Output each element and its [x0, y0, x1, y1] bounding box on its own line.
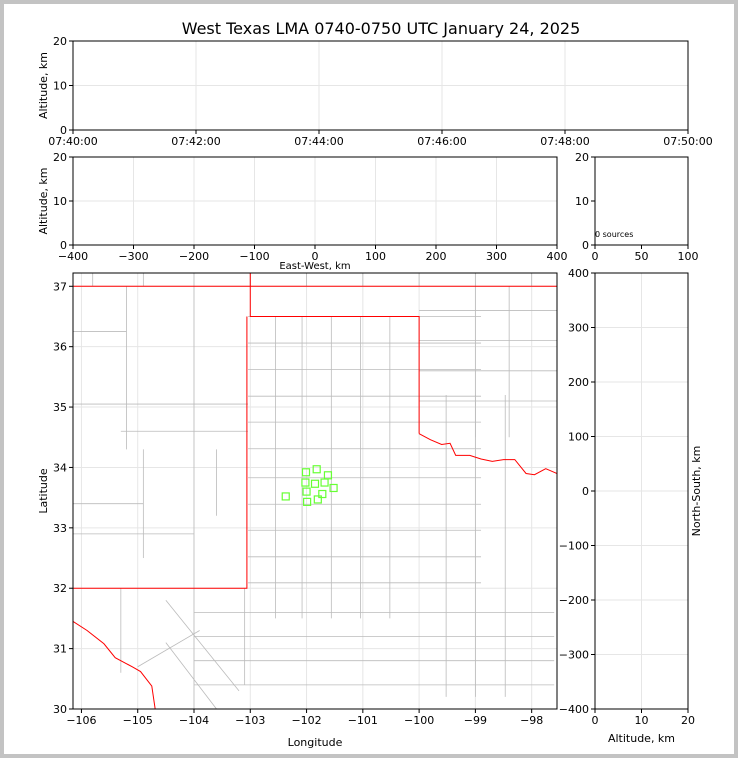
county-line — [165, 642, 217, 709]
ew-ytick-label: 10 — [53, 195, 67, 208]
time-ylabel: Altitude, km — [37, 52, 50, 119]
time-xtick-label: 07:48:00 — [540, 135, 589, 148]
hist-xtick-label: 50 — [635, 250, 649, 263]
source-histogram-panel: 0 sources 0 50 100 0 10 20 — [575, 151, 699, 263]
source-point — [310, 479, 320, 488]
map-xtick-label: −105 — [123, 714, 153, 727]
state-boundary — [73, 316, 248, 589]
map-ytick-label: 31 — [53, 643, 67, 656]
map-ytick-label: 35 — [53, 401, 67, 414]
source-point — [312, 465, 321, 474]
ew-xtick-label: 200 — [426, 250, 447, 263]
map-ytick-label: 30 — [53, 703, 67, 716]
ns-ytick-label: 300 — [568, 322, 589, 335]
map-ytick-label: 36 — [53, 341, 67, 354]
ew-xtick-label: 0 — [312, 250, 319, 263]
ns-ytick-label: 100 — [568, 431, 589, 444]
ns-ytick-label: −300 — [559, 649, 589, 662]
map-xtick-label: −101 — [348, 714, 378, 727]
ew-xlabel: East-West, km — [279, 261, 350, 272]
ns-xlabel: Altitude, km — [608, 732, 675, 745]
time-xtick-label: 07:44:00 — [294, 135, 343, 148]
source-point — [301, 468, 311, 477]
source-point — [318, 489, 327, 499]
ew-xtick-label: 300 — [486, 250, 507, 263]
map-xtick-label: −98 — [520, 714, 543, 727]
time-xtick-label: 07:42:00 — [171, 135, 220, 148]
state-boundary — [249, 273, 420, 434]
ns-xtick-label: 20 — [681, 714, 695, 727]
hist-xtick-label: 100 — [678, 250, 699, 263]
source-point — [320, 478, 329, 487]
lma-figure: West Texas LMA 0740-0750 UTC January 24,… — [37, 19, 713, 749]
time-height-panel: 07:40:00 07:42:00 07:44:00 07:46:00 07:48:00… — [37, 35, 713, 148]
map-xtick-label: −104 — [179, 714, 209, 727]
source-point — [301, 478, 310, 487]
source-point — [302, 487, 311, 496]
state-boundaries — [73, 273, 557, 709]
map-ytick-label: 37 — [53, 280, 67, 293]
county-line — [165, 600, 240, 692]
map-ylabel: Latitude — [37, 468, 50, 514]
source-point — [281, 492, 290, 501]
ew-xtick-label: −300 — [118, 250, 148, 263]
figure-frame: West Texas LMA 0740-0750 UTC January 24,… — [4, 4, 734, 754]
ns-ytick-label: −200 — [559, 594, 589, 607]
ew-xtick-label: 100 — [365, 250, 386, 263]
map-xlabel: Longitude — [288, 736, 343, 749]
time-xtick-label: 07:46:00 — [417, 135, 466, 148]
ns-ytick-label: −400 — [559, 703, 589, 716]
map-ytick-label: 32 — [53, 582, 67, 595]
ns-ytick-label: 0 — [582, 485, 589, 498]
ew-height-panel: −400 −300 −200 −100 0 100 200 300 400 0 10 20Altitu… — [37, 151, 568, 272]
time-xtick-label: 07:50:00 — [663, 135, 712, 148]
hist-ytick-label: 20 — [575, 151, 589, 164]
map-xtick-label: −106 — [66, 714, 96, 727]
ns-xtick-label: 10 — [635, 714, 649, 727]
map-content — [73, 273, 557, 709]
ns-ylabel: North-South, km — [690, 446, 703, 537]
map-xtick-label: −102 — [291, 714, 321, 727]
time-ytick-label: 20 — [53, 35, 67, 48]
state-boundary — [418, 433, 557, 476]
ns-ytick-label: −100 — [559, 540, 589, 553]
ew-ylabel: Altitude, km — [37, 167, 50, 234]
lightning-sources — [281, 465, 338, 506]
hist-ytick-label: 10 — [575, 195, 589, 208]
time-ytick-label: 10 — [53, 80, 67, 93]
source-point — [329, 483, 338, 493]
state-boundary — [73, 621, 156, 709]
source-point — [313, 495, 322, 504]
ew-xtick-label: −400 — [58, 250, 88, 263]
ew-xtick-label: 400 — [547, 250, 568, 263]
time-xtick-label: 07:40:00 — [48, 135, 97, 148]
county-line — [137, 630, 200, 668]
map-ytick-label: 33 — [53, 522, 67, 535]
ns-xtick-label: 0 — [592, 714, 599, 727]
ns-height-panel: 0 10 20 −400 −300 −200 −100 0 100 200 300 400 Altitu… — [559, 267, 703, 745]
map-xtick-label: −103 — [235, 714, 265, 727]
map-xtick-label: −99 — [464, 714, 487, 727]
source-count-note: 0 sources — [595, 230, 633, 239]
map-xtick-label: −100 — [404, 714, 434, 727]
ns-ytick-label: 400 — [568, 267, 589, 280]
source-point — [303, 497, 312, 506]
ew-xtick-label: −100 — [239, 250, 269, 263]
ew-ytick-label: 0 — [60, 239, 67, 252]
figure-title: West Texas LMA 0740-0750 UTC January 24,… — [182, 19, 581, 38]
map-axes-frame — [72, 272, 558, 710]
ew-xtick-label: −200 — [179, 250, 209, 263]
hist-ytick-label: 0 — [582, 239, 589, 252]
county-boundaries — [73, 273, 557, 709]
map-panel: −106 −105 −104 −103 −102 −101 −100 −99 −98 30 31 32… — [37, 272, 558, 749]
ns-ytick-label: 200 — [568, 376, 589, 389]
map-ytick-label: 34 — [53, 461, 67, 474]
ew-ytick-label: 20 — [53, 151, 67, 164]
hist-xtick-label: 0 — [592, 250, 599, 263]
time-ytick-label: 0 — [60, 124, 67, 137]
